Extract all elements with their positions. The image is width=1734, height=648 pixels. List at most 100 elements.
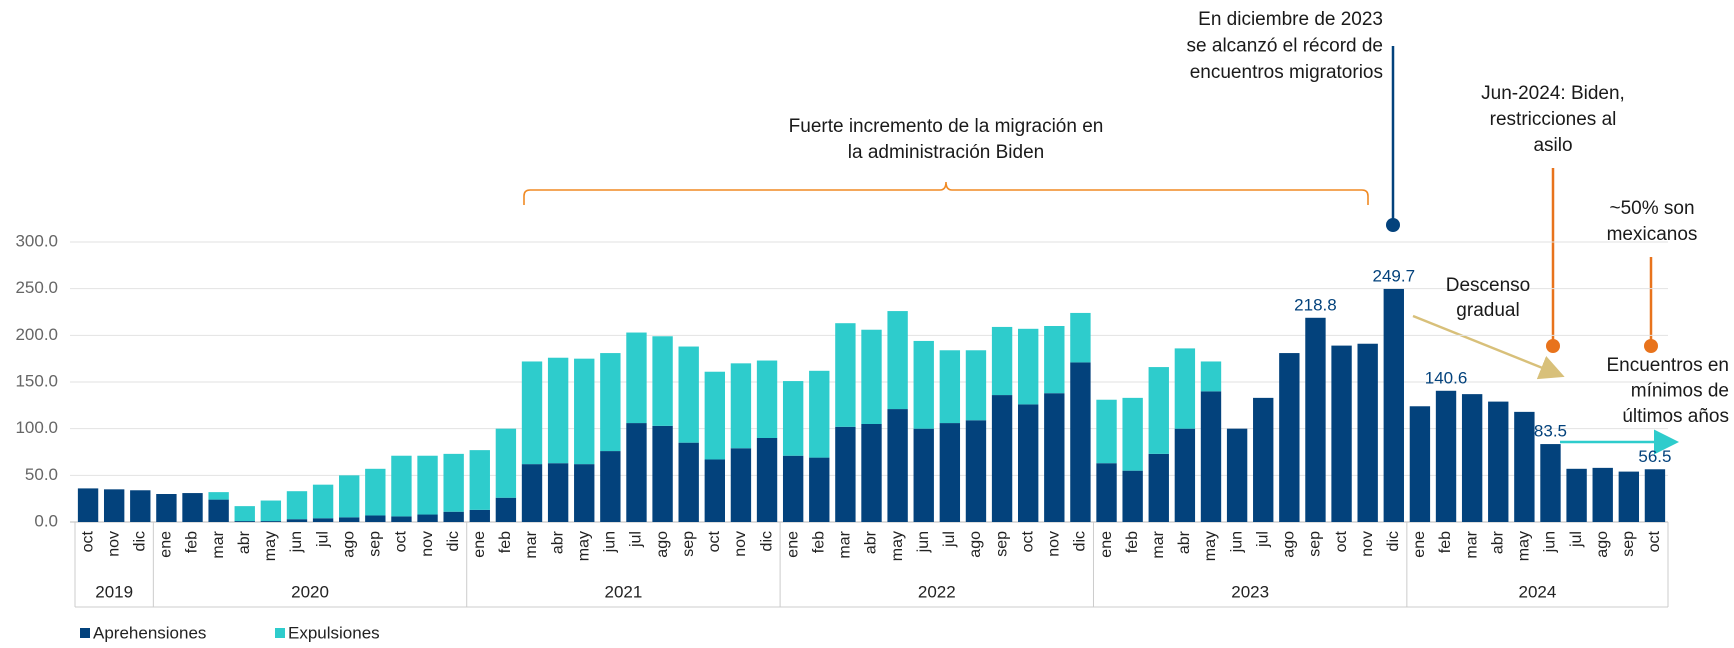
year-label: 2020: [291, 582, 329, 601]
bar-segment: [887, 409, 908, 522]
value-label: 218.8: [1294, 295, 1337, 314]
bar-segment: [1070, 362, 1091, 522]
bar-segment: [1514, 411, 1535, 522]
x-tick-label: sep: [680, 531, 697, 557]
value-label: 140.6: [1425, 368, 1468, 387]
x-tick-label: mar: [1150, 530, 1167, 558]
year-label: 2019: [95, 582, 133, 601]
x-tick-label: may: [1202, 531, 1219, 561]
x-tick-label: feb: [1124, 531, 1141, 553]
bar-segment: [652, 336, 673, 426]
bar-segment: [1488, 401, 1509, 522]
bar-segment: [782, 381, 804, 456]
bar-segment: [1540, 444, 1561, 522]
bar-segment: [234, 521, 255, 522]
bar-segment: [809, 370, 830, 458]
x-tick-label: nov: [1359, 531, 1376, 557]
x-tick-label: sep: [1620, 531, 1637, 557]
x-tick-label: ene: [1098, 531, 1115, 558]
annotation: Fuerte incremento de la migración en: [789, 116, 1104, 137]
year-label: 2023: [1231, 582, 1269, 601]
bar-segment: [1018, 404, 1039, 522]
x-tick-label: jun: [602, 531, 619, 553]
y-tick-label: 200.0: [15, 325, 58, 344]
annotation: mexicanos: [1607, 224, 1698, 245]
bar-segment: [521, 361, 543, 465]
bar-segment: [77, 488, 99, 522]
bar-segment: [260, 521, 282, 522]
bar-segment: [574, 464, 595, 522]
x-tick-label: feb: [810, 531, 827, 553]
annotation: últimos años: [1622, 406, 1729, 427]
x-tick-label: mar: [210, 530, 227, 558]
bar-segment: [756, 360, 778, 438]
bar-segment: [939, 350, 961, 424]
bar-segment: [1096, 463, 1117, 522]
bar-segment: [626, 423, 647, 522]
bar-segment: [704, 459, 725, 522]
bar-segment: [704, 371, 725, 460]
legend-label: Expulsiones: [288, 623, 380, 642]
bar-segment: [547, 463, 569, 522]
legend-swatch: [275, 628, 285, 638]
bar-segment: [443, 453, 464, 512]
x-tick-label: ago: [654, 531, 671, 558]
bar-segment: [443, 511, 464, 522]
x-tick-label: jul: [1254, 531, 1271, 548]
bar-segment: [835, 426, 856, 522]
bar-segment: [469, 509, 490, 522]
bar-segment: [156, 494, 177, 522]
bar-segment: [1305, 317, 1326, 522]
bar-segment: [260, 500, 282, 522]
bar-segment: [1070, 312, 1091, 363]
annotation: Encuentros en: [1606, 355, 1729, 376]
x-tick-label: ene: [1411, 531, 1428, 558]
x-tick-label: abr: [863, 530, 880, 554]
bar-segment: [234, 506, 255, 522]
bar-segment: [1435, 390, 1457, 522]
x-tick-label: ene: [471, 531, 488, 558]
x-tick-label: oct: [1646, 530, 1663, 552]
y-tick-label: 300.0: [15, 231, 58, 250]
x-tick-label: may: [575, 531, 592, 561]
bar-segment: [1644, 469, 1666, 522]
x-tick-label: oct: [706, 530, 723, 552]
x-tick-label: abr: [1176, 530, 1193, 554]
bar-segment: [495, 497, 517, 522]
bar-segment: [417, 514, 438, 522]
bar-segment: [600, 451, 621, 522]
bar-segment: [991, 326, 1013, 396]
x-tick-label: mar: [837, 530, 854, 558]
x-tick-label: may: [889, 531, 906, 561]
x-tick-label: ago: [1594, 531, 1611, 558]
bar-segment: [208, 499, 229, 522]
bar-segment: [547, 357, 569, 464]
bar-segment: [626, 332, 647, 424]
value-label: 249.7: [1373, 266, 1416, 285]
bar-segment: [887, 311, 908, 410]
x-tick-label: abr: [236, 530, 253, 554]
annotation: ~50% son: [1609, 198, 1694, 219]
annotation: mínimos de: [1631, 381, 1729, 402]
bar-segment: [1044, 326, 1065, 394]
x-tick-label: ago: [1281, 531, 1298, 558]
x-tick-label: ago: [967, 531, 984, 558]
annotation: asilo: [1533, 135, 1572, 156]
annotation: encuentros migratorios: [1190, 62, 1383, 83]
x-tick-label: feb: [497, 531, 514, 553]
bar-segment: [835, 323, 856, 427]
x-tick-label: dic: [1072, 531, 1089, 551]
bar-segment: [312, 518, 334, 522]
bar-segment: [182, 493, 203, 522]
x-tick-label: jul: [941, 531, 958, 548]
y-tick-label: 0.0: [34, 511, 58, 530]
x-tick-label: nov: [105, 531, 122, 557]
bar-segment: [600, 353, 621, 452]
bar-segment: [1279, 353, 1300, 522]
bar-segment: [521, 464, 543, 522]
x-tick-label: abr: [1489, 530, 1506, 554]
bar-segment: [730, 448, 752, 522]
x-tick-label: ene: [158, 531, 175, 558]
x-tick-label: feb: [184, 531, 201, 553]
